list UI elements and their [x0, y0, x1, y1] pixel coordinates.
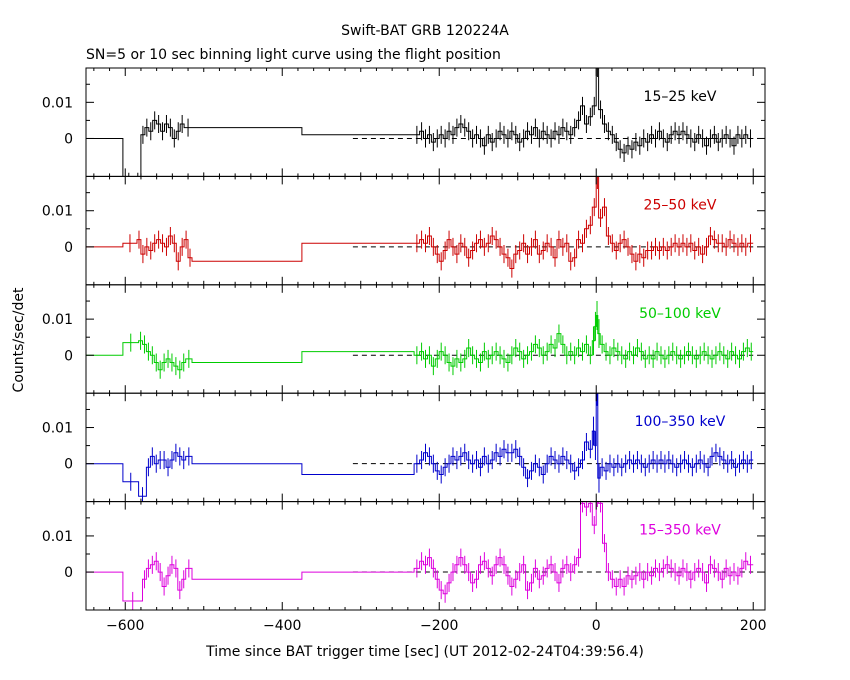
y-axis-label: Counts/sec/det [11, 287, 27, 392]
band-label-4: 100–350 keV [635, 414, 726, 430]
y-tick-label: 0.01 [42, 312, 73, 328]
y-tick-label: 0.01 [42, 421, 73, 437]
panel-2-frame [85, 175, 766, 286]
step-curve-4 [86, 393, 754, 497]
step-curve-2 [86, 176, 754, 269]
x-tick-label: 200 [740, 618, 767, 634]
y-tick-label: 0 [64, 457, 73, 473]
panels-group: 0.01 0 15–25 keV 0.01 0 25–50 keV 0.01 0 50–100 … [42, 67, 767, 634]
x-tick-label: −600 [106, 618, 144, 634]
y-tick-label: 0 [64, 240, 73, 256]
panel-5-frame [85, 501, 766, 611]
x-tick-label: −200 [420, 618, 458, 634]
panel-4-series [86, 393, 754, 502]
y-tick-label: 0.01 [42, 204, 73, 220]
band-label-2: 25–50 keV [644, 197, 717, 213]
y-tick-label: 0 [64, 565, 73, 581]
y-tick-label: 0 [64, 131, 73, 147]
y-tick-label: 0.01 [42, 529, 73, 545]
x-axis-label: Time since BAT trigger time [sec] (UT 20… [205, 644, 644, 660]
y-tick-label: 0 [64, 348, 73, 364]
band-label-5: 15–350 keV [639, 523, 721, 539]
y-tick-label: 0.01 [42, 95, 73, 111]
panel-1-series [86, 68, 754, 177]
panel-3-series [86, 301, 754, 379]
band-label-3: 50–100 keV [639, 306, 721, 322]
panel-5-series [86, 501, 754, 610]
x-tick-label: −400 [263, 618, 301, 634]
step-curve-5 [86, 501, 754, 602]
panel-2-series [86, 176, 754, 278]
x-tick-label: 0 [592, 618, 601, 634]
band-label-1: 15–25 keV [644, 89, 717, 105]
chart-title: Swift-BAT GRB 120224A [341, 23, 509, 39]
chart-subtitle: SN=5 or 10 sec binning light curve using… [86, 47, 501, 63]
step-curve-1 [86, 68, 754, 177]
panel-3-frame [85, 284, 766, 394]
